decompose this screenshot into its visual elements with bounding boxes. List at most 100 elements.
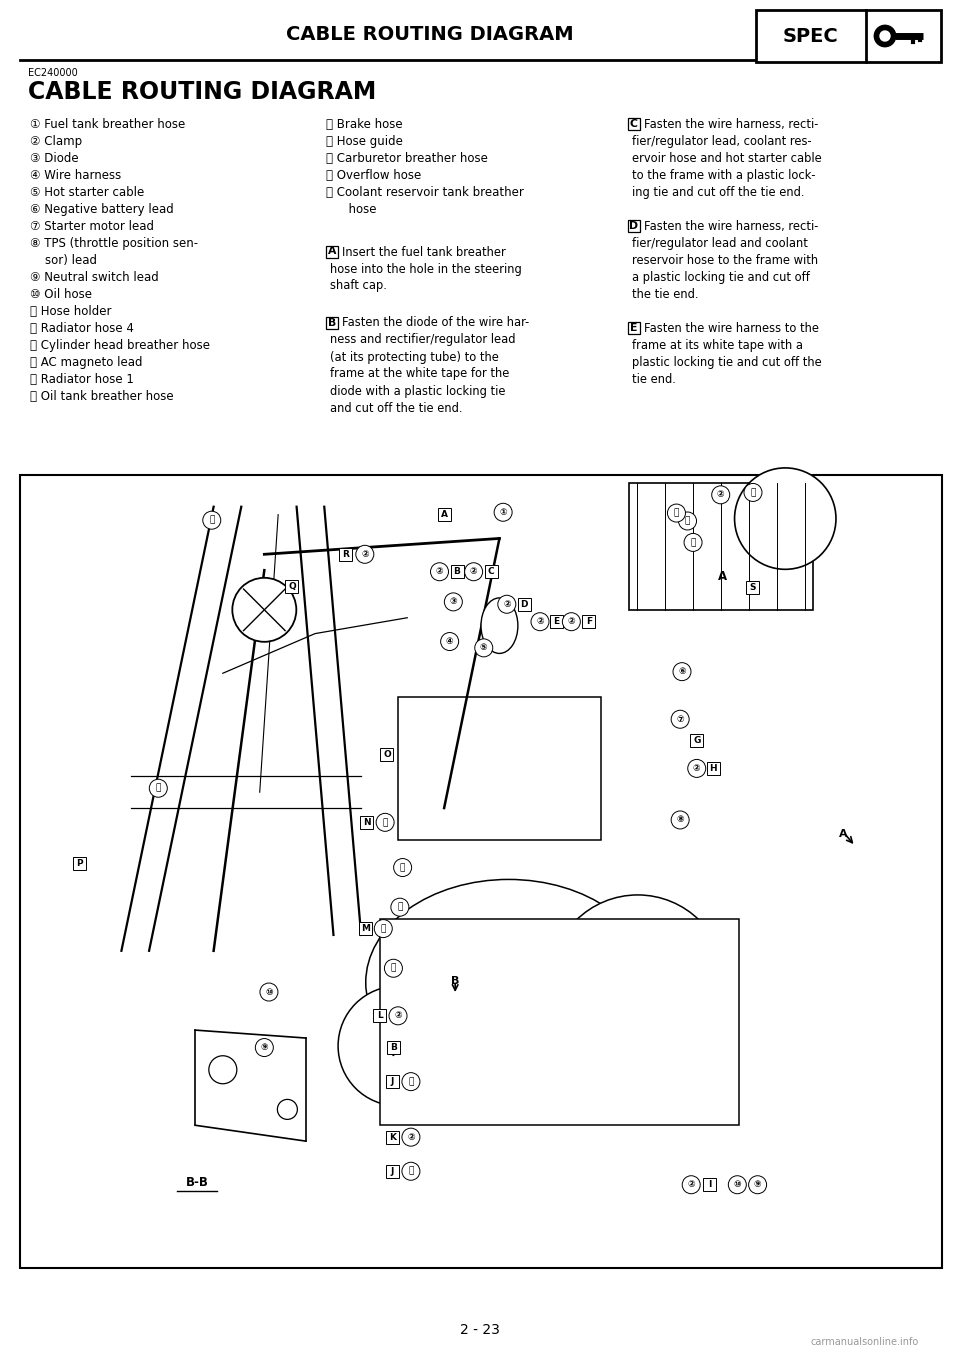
Text: ②: ② xyxy=(469,568,477,576)
Text: ②: ② xyxy=(567,617,575,626)
Bar xyxy=(386,1165,399,1177)
Circle shape xyxy=(150,779,167,797)
Text: ② Clamp: ② Clamp xyxy=(30,134,83,148)
Circle shape xyxy=(356,546,373,564)
Text: plastic locking tie and cut off the: plastic locking tie and cut off the xyxy=(632,356,822,369)
Text: B: B xyxy=(453,568,461,576)
Circle shape xyxy=(734,469,836,569)
Text: ⑲ Carburetor breather hose: ⑲ Carburetor breather hose xyxy=(326,152,488,166)
Bar xyxy=(628,118,640,130)
Text: ④: ④ xyxy=(445,637,453,646)
Text: shaft cap.: shaft cap. xyxy=(330,280,387,292)
Text: ③: ③ xyxy=(449,598,457,607)
Text: ②: ② xyxy=(395,1012,402,1020)
Bar xyxy=(756,10,941,62)
Bar xyxy=(517,598,531,611)
Text: Fasten the wire harness to the: Fasten the wire harness to the xyxy=(644,322,819,335)
Text: ⑨: ⑨ xyxy=(754,1180,761,1190)
Text: SPEC: SPEC xyxy=(783,27,839,46)
Text: D: D xyxy=(630,221,638,231)
Text: E: E xyxy=(554,617,560,626)
Text: J: J xyxy=(391,1077,395,1086)
Circle shape xyxy=(203,511,221,530)
Text: Insert the fuel tank breather: Insert the fuel tank breather xyxy=(342,246,506,258)
Text: hose into the hole in the steering: hose into the hole in the steering xyxy=(330,262,521,276)
Circle shape xyxy=(494,504,512,521)
Bar xyxy=(326,316,338,329)
Text: ⑲: ⑲ xyxy=(684,516,690,526)
Text: ⑪: ⑪ xyxy=(408,1077,414,1086)
Text: Fasten the wire harness, recti-: Fasten the wire harness, recti- xyxy=(644,118,818,130)
Bar xyxy=(326,246,338,258)
Bar xyxy=(628,220,640,232)
Bar xyxy=(387,1042,400,1054)
Ellipse shape xyxy=(366,880,652,1085)
Text: ⑯ Oil tank breather hose: ⑯ Oil tank breather hose xyxy=(30,390,174,403)
Circle shape xyxy=(475,638,492,657)
Text: H: H xyxy=(709,765,717,773)
Text: ⑬ Cylinder head breather hose: ⑬ Cylinder head breather hose xyxy=(30,340,210,352)
Text: ① Fuel tank breather hose: ① Fuel tank breather hose xyxy=(30,118,185,130)
Text: frame at the white tape for the: frame at the white tape for the xyxy=(330,368,510,380)
Text: ness and rectifier/regulator lead: ness and rectifier/regulator lead xyxy=(330,334,516,346)
Circle shape xyxy=(441,633,459,650)
Text: G: G xyxy=(693,736,701,746)
Text: ②: ② xyxy=(361,550,369,558)
Circle shape xyxy=(687,759,706,777)
Circle shape xyxy=(402,1128,420,1146)
Circle shape xyxy=(749,1176,767,1194)
Text: ②: ② xyxy=(503,600,511,608)
Text: ②: ② xyxy=(693,765,701,773)
Bar xyxy=(398,697,601,839)
Circle shape xyxy=(880,31,890,41)
Bar xyxy=(285,580,299,592)
Text: to the frame with a plastic lock-: to the frame with a plastic lock- xyxy=(632,168,815,182)
Circle shape xyxy=(683,1176,700,1194)
Bar xyxy=(583,615,595,629)
Text: O: O xyxy=(383,750,391,759)
Text: ing tie and cut off the tie end.: ing tie and cut off the tie end. xyxy=(632,186,804,200)
Text: ②: ② xyxy=(687,1180,695,1190)
Text: hose: hose xyxy=(326,202,376,216)
Bar xyxy=(629,483,813,610)
Text: ⑤: ⑤ xyxy=(480,644,488,652)
Text: A: A xyxy=(441,511,447,519)
Text: ②: ② xyxy=(717,490,725,500)
Text: ④ Wire harness: ④ Wire harness xyxy=(30,168,121,182)
Circle shape xyxy=(430,562,448,581)
Bar xyxy=(386,1076,399,1088)
Bar xyxy=(20,475,942,1268)
Text: CABLE ROUTING DIAGRAM: CABLE ROUTING DIAGRAM xyxy=(286,26,574,45)
Circle shape xyxy=(673,663,691,680)
Circle shape xyxy=(374,919,393,937)
Circle shape xyxy=(391,898,409,917)
Bar xyxy=(628,322,640,334)
Text: M: M xyxy=(361,923,371,933)
Text: ⑱ Hose guide: ⑱ Hose guide xyxy=(326,134,403,148)
Bar xyxy=(450,565,464,579)
Text: ⑩: ⑩ xyxy=(733,1180,741,1190)
Text: J: J xyxy=(391,1167,395,1176)
Bar xyxy=(380,748,394,760)
Text: N: N xyxy=(363,818,371,827)
Text: A: A xyxy=(718,570,727,583)
Text: B: B xyxy=(451,976,460,986)
Circle shape xyxy=(277,1100,298,1119)
Bar xyxy=(339,547,352,561)
Text: ⑪ Hose holder: ⑪ Hose holder xyxy=(30,306,111,318)
Text: ⑫: ⑫ xyxy=(391,964,396,972)
Circle shape xyxy=(550,895,726,1070)
Text: ⑥ Negative battery lead: ⑥ Negative battery lead xyxy=(30,202,174,216)
Text: ⑳: ⑳ xyxy=(674,508,679,517)
Ellipse shape xyxy=(481,598,517,653)
Text: the tie end.: the tie end. xyxy=(632,288,699,301)
Circle shape xyxy=(389,1006,407,1025)
Text: reservoir hose to the frame with: reservoir hose to the frame with xyxy=(632,254,818,268)
Text: ⑭ AC magneto lead: ⑭ AC magneto lead xyxy=(30,356,142,369)
Text: tie end.: tie end. xyxy=(632,373,676,386)
Text: K: K xyxy=(389,1133,396,1142)
Text: ⑨ Neutral switch lead: ⑨ Neutral switch lead xyxy=(30,272,158,284)
Text: ⑳ Overflow hose: ⑳ Overflow hose xyxy=(326,168,421,182)
Text: ⑮ Radiator hose 1: ⑮ Radiator hose 1 xyxy=(30,373,133,386)
Text: frame at its white tape with a: frame at its white tape with a xyxy=(632,340,803,352)
